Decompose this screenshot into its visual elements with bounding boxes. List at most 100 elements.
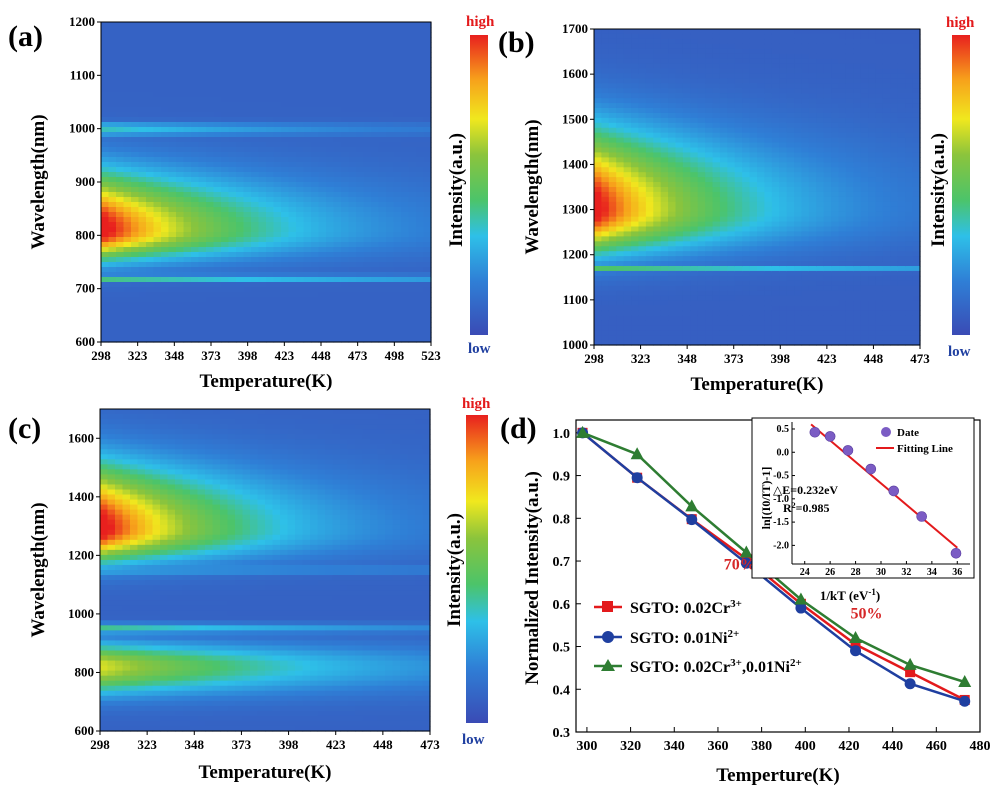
heatmap-cell [801,191,810,198]
heatmap-cell [393,97,402,103]
heatmap-cell [401,117,410,123]
heatmap-cell [213,162,222,168]
heatmap-cell [734,147,743,154]
heatmap-cell [393,102,402,108]
heatmap-cell [690,201,699,208]
heatmap-cell [794,290,803,297]
heatmap-cell [675,290,684,297]
heatmap-cell [131,72,140,78]
heatmap-cell [690,43,699,50]
heatmap-cell [838,88,847,94]
heatmap-cell [393,152,402,158]
heatmap-cell [719,310,728,316]
heatmap-cell [838,117,847,124]
heatmap-cell [371,147,380,153]
heatmap-cell [616,43,625,50]
heatmap-cell [779,172,788,178]
heatmap-cell [794,108,803,114]
heatmap-cell [749,162,758,168]
heatmap-cell [712,43,721,50]
heatmap-cell [348,142,357,148]
heatmap-cell [727,58,736,65]
heatmap-cell [690,270,699,277]
heatmap-cell [341,152,350,158]
heatmap-cell [101,47,110,53]
heatmap-cell [831,88,840,94]
heatmap-cell [660,290,669,297]
heatmap-cell [101,57,110,63]
heatmap-cell [326,192,335,198]
heatmap-cell [734,98,743,104]
heatmap-cell [690,177,699,183]
heatmap-cell [123,27,132,33]
heatmap-cell [228,282,237,288]
heatmap-cell [771,241,780,247]
heatmap-cell [645,53,654,60]
heatmap-cell [601,63,610,70]
heatmap-cell [386,252,395,258]
heatmap-cell [108,257,117,263]
heatmap-cell [794,78,803,84]
heatmap-cell [146,207,155,213]
heatmap-cell [101,272,110,278]
heatmap-cell [734,38,743,45]
heatmap-cell [296,22,305,28]
heatmap-cell [161,92,170,98]
heatmap-cell [176,272,185,278]
heatmap-cell [682,63,691,70]
heatmap-cell [801,206,810,213]
heatmap-cell [697,290,706,297]
heatmap-cell [116,322,125,328]
heatmap-cell [712,320,721,326]
heatmap-cell [288,187,297,193]
heatmap-cell [601,216,610,223]
heatmap-cell [594,300,603,307]
heatmap-cell [616,191,625,198]
heatmap-cell [705,103,714,109]
heatmap-cell [258,242,267,248]
heatmap-cell [236,107,245,113]
heatmap-cell [719,315,728,321]
heatmap-cell [742,211,751,218]
heatmap-cell [168,27,177,33]
heatmap-cell [161,132,170,138]
heatmap-cell [660,43,669,50]
heatmap-cell [594,63,603,70]
heatmap-cell [623,226,632,233]
heatmap-cell [101,152,110,158]
heatmap-cell [198,187,207,193]
heatmap-cell [228,242,237,248]
heatmap-cell [757,325,766,331]
heatmap-cell [675,53,684,60]
heatmap-cell [416,27,425,33]
heatmap-cell [645,103,654,109]
heatmap-cell [251,27,260,33]
heatmap-cell [682,132,691,139]
heatmap-cell [138,207,147,213]
heatmap-cell [749,241,758,247]
heatmap-cell [408,182,417,188]
heatmap-cell [719,221,728,228]
heatmap-cell [697,58,706,65]
heatmap-cell [138,322,147,328]
heatmap-cell [281,112,290,118]
heatmap-cell [213,52,222,58]
heatmap-cell [794,315,803,321]
heatmap-cell [616,182,625,188]
heatmap-cell [333,202,342,208]
heatmap-cell [176,172,185,178]
heatmap-cell [608,98,617,104]
heatmap-cell [251,282,260,288]
heatmap-cell [771,83,780,89]
heatmap-cell [333,127,342,133]
heatmap-cell [168,257,177,263]
heatmap-cell [393,202,402,208]
heatmap-cell [341,337,350,343]
heatmap-cell [616,162,625,168]
heatmap-cell [764,246,773,252]
heatmap-cell [341,232,350,238]
heatmap-cell [660,108,669,114]
heatmap-cell [645,246,654,252]
heatmap-cell [675,137,684,144]
heatmap-cell [727,201,736,208]
